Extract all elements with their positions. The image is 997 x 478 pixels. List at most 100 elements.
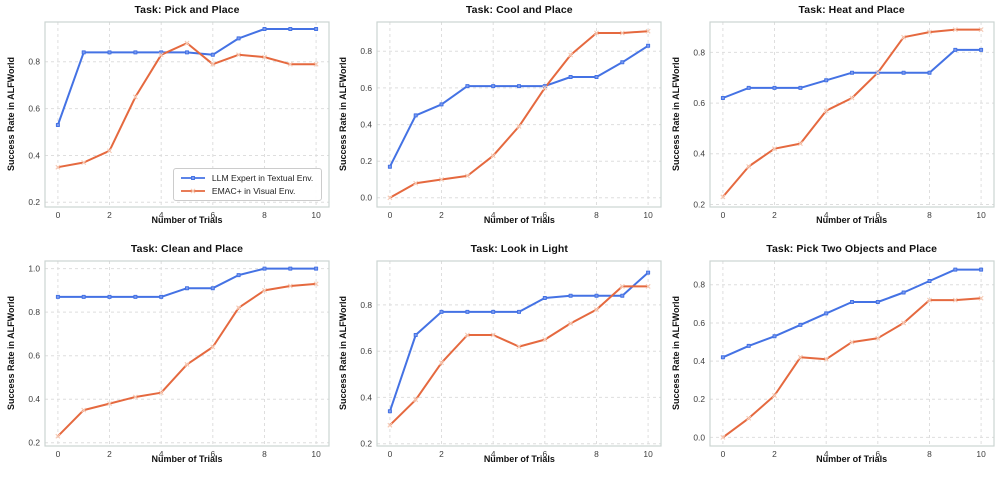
svg-text:2: 2 (439, 449, 444, 459)
chart-title: Task: Heat and Place (798, 4, 905, 16)
plot-area: 0.2 0.4 0.6 0.8 0 2 4 6 8 10 (693, 21, 995, 220)
svg-text:8: 8 (262, 210, 267, 220)
svg-text:10: 10 (976, 449, 986, 459)
plot-area: 0.0 0.2 0.4 0.6 0.8 0 2 4 6 8 10 (693, 260, 995, 459)
svg-text:0: 0 (720, 210, 725, 220)
plot-area: 0.2 0.4 0.6 0.8 0 2 4 6 8 10 (361, 260, 662, 459)
svg-text:0.8: 0.8 (361, 300, 373, 310)
chart-title: Task: Cool and Place (465, 4, 573, 16)
chart-clean-and-place: 0.2 0.4 0.6 0.8 1.0 0 2 4 6 8 10 Task: Clean and P… (0, 239, 332, 478)
y-axis-label: Success Rate in ALFWorld (670, 56, 681, 172)
svg-text:0.4: 0.4 (361, 120, 373, 130)
svg-text:8: 8 (594, 210, 599, 220)
x-axis-label: Number of Trials (151, 215, 223, 225)
chart-look-in-light: 0.2 0.4 0.6 0.8 0 2 4 6 8 10 Task: Look in Light … (332, 239, 664, 478)
legend: LLM Expert in Textual Env. EMAC+ in Visu… (172, 168, 323, 201)
svg-text:0: 0 (388, 210, 393, 220)
svg-text:6: 6 (543, 210, 548, 220)
chart-heat-and-place: 0.2 0.4 0.6 0.8 0 2 4 6 8 10 Task: Heat and Place… (665, 0, 997, 239)
svg-text:0.8: 0.8 (28, 307, 40, 317)
legend-item-emac: EMAC+ in Visual Env. (180, 186, 313, 196)
svg-text:6: 6 (543, 449, 548, 459)
svg-text:2: 2 (772, 449, 777, 459)
chart-title: Task: Clean and Place (130, 243, 244, 255)
svg-text:0.2: 0.2 (28, 197, 40, 207)
svg-text:0.6: 0.6 (693, 318, 705, 328)
legend-line-sample-orange-icon (180, 188, 205, 194)
svg-text:10: 10 (644, 210, 654, 220)
svg-text:8: 8 (927, 210, 932, 220)
x-axis-label: Number of Trials (483, 215, 555, 225)
svg-text:2: 2 (439, 210, 444, 220)
y-axis-label: Success Rate in ALFWorld (338, 295, 349, 411)
y-axis-label: Success Rate in ALFWorld (670, 295, 681, 411)
svg-text:0.4: 0.4 (28, 394, 40, 404)
chart-title: Task: Pick and Place (134, 4, 240, 16)
svg-text:0.4: 0.4 (693, 149, 705, 159)
svg-text:2: 2 (107, 210, 112, 220)
x-axis-label: Number of Trials (816, 215, 888, 225)
svg-text:0.8: 0.8 (361, 46, 373, 56)
svg-text:0.4: 0.4 (693, 356, 705, 366)
svg-text:0.4: 0.4 (28, 150, 40, 160)
svg-text:8: 8 (262, 449, 267, 459)
svg-text:10: 10 (976, 210, 986, 220)
svg-text:4: 4 (491, 449, 496, 459)
svg-text:0.6: 0.6 (28, 351, 40, 361)
svg-text:6: 6 (210, 449, 215, 459)
svg-text:0.2: 0.2 (693, 394, 705, 404)
plot-area: 0.0 0.2 0.4 0.6 0.8 0 2 4 6 8 10 (361, 21, 662, 220)
svg-text:0.2: 0.2 (361, 439, 373, 449)
svg-text:1.0: 1.0 (28, 264, 40, 274)
legend-label: LLM Expert in Textual Env. (211, 173, 314, 183)
svg-text:0.4: 0.4 (361, 392, 373, 402)
svg-text:0.0: 0.0 (693, 432, 705, 442)
svg-text:4: 4 (159, 210, 164, 220)
svg-text:6: 6 (210, 210, 215, 220)
chart-title: Task: Pick Two Objects and Place (766, 243, 938, 255)
y-axis-label: Success Rate in ALFWorld (338, 56, 349, 172)
plot-area: 0.2 0.4 0.6 0.8 1.0 0 2 4 6 8 10 (28, 260, 330, 459)
svg-text:4: 4 (824, 449, 829, 459)
svg-text:0.2: 0.2 (693, 199, 705, 209)
chart-pick-two-objects-and-place: 0.0 0.2 0.4 0.6 0.8 0 2 4 6 8 10 Task: Pick Two Ob… (665, 239, 997, 478)
svg-text:10: 10 (311, 210, 321, 220)
svg-text:0.6: 0.6 (693, 98, 705, 108)
svg-text:0.8: 0.8 (693, 280, 705, 290)
plot-area: 0.2 0.4 0.6 0.8 0 2 4 6 8 10 (28, 21, 330, 220)
svg-text:8: 8 (594, 449, 599, 459)
svg-text:0.6: 0.6 (361, 83, 373, 93)
svg-text:10: 10 (311, 449, 321, 459)
x-axis-label: Number of Trials (151, 454, 223, 464)
svg-text:0: 0 (720, 449, 725, 459)
svg-text:2: 2 (772, 210, 777, 220)
legend-line-sample-blue-icon (180, 176, 205, 180)
svg-text:0.2: 0.2 (28, 438, 40, 448)
svg-text:10: 10 (644, 449, 654, 459)
svg-text:0.0: 0.0 (361, 193, 373, 203)
chart-pick-and-place: 0.2 0.4 0.6 0.8 0 2 4 6 8 10 Task: Pick and Place… (0, 0, 332, 239)
svg-text:2: 2 (107, 449, 112, 459)
svg-text:4: 4 (491, 210, 496, 220)
svg-text:0.8: 0.8 (693, 47, 705, 57)
svg-text:0.6: 0.6 (361, 346, 373, 356)
svg-text:4: 4 (159, 449, 164, 459)
svg-text:8: 8 (927, 449, 932, 459)
chart-cool-and-place: 0.0 0.2 0.4 0.6 0.8 0 2 4 6 8 10 Task: Cool and Pl… (332, 0, 664, 239)
svg-text:0.2: 0.2 (361, 156, 373, 166)
y-axis-label: Success Rate in ALFWorld (6, 56, 16, 172)
svg-text:6: 6 (875, 210, 880, 220)
legend-label: EMAC+ in Visual Env. (211, 186, 296, 196)
y-axis-label: Success Rate in ALFWorld (6, 295, 16, 411)
svg-text:0: 0 (56, 210, 61, 220)
legend-item-llm-expert: LLM Expert in Textual Env. (180, 173, 313, 183)
svg-text:0.8: 0.8 (28, 57, 40, 67)
svg-text:4: 4 (824, 210, 829, 220)
x-axis-label: Number of Trials (816, 454, 888, 464)
svg-text:0.6: 0.6 (28, 104, 40, 114)
x-axis-label: Number of Trials (483, 454, 555, 464)
svg-text:0: 0 (56, 449, 61, 459)
chart-title: Task: Look in Light (470, 243, 569, 255)
svg-text:0: 0 (388, 449, 393, 459)
